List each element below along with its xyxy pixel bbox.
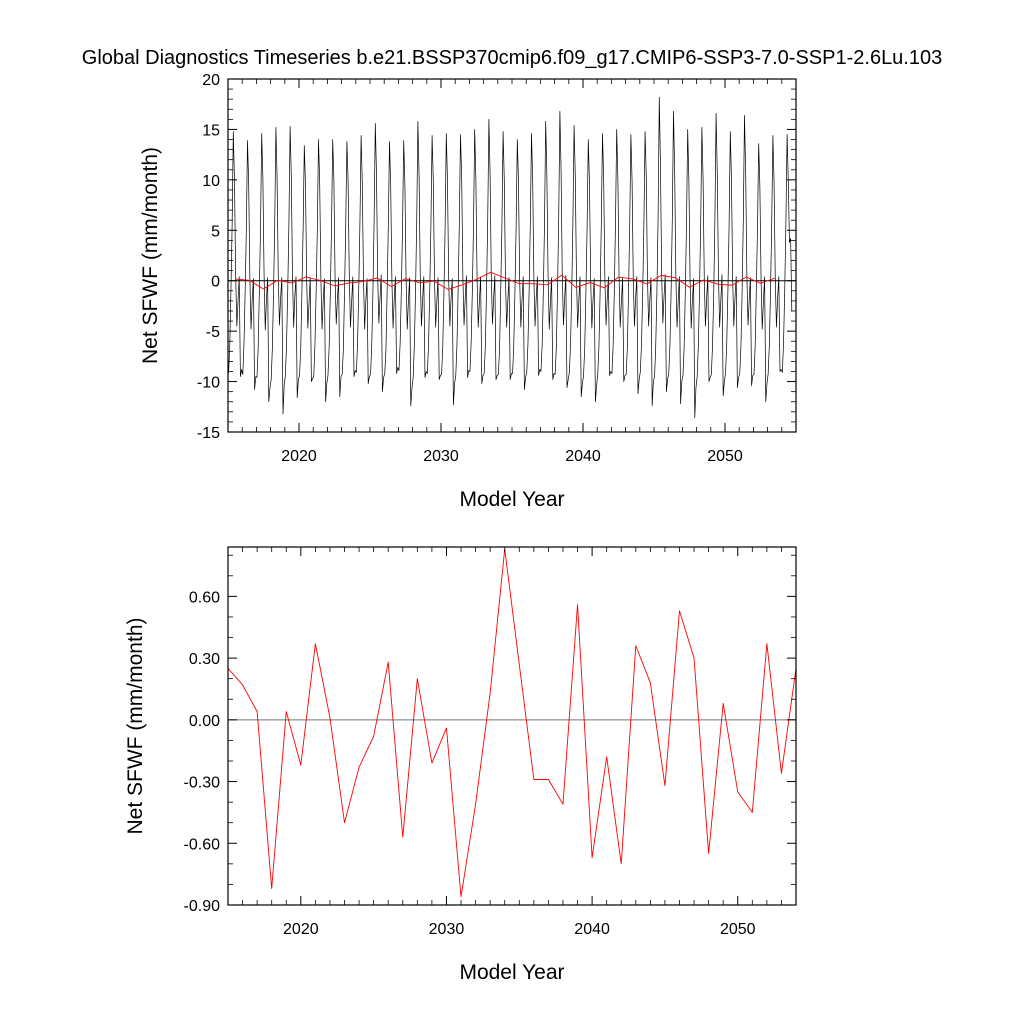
bottom-plot-frame — [228, 547, 796, 905]
top-x-tick-label: 2050 — [707, 448, 743, 465]
bottom-y-tick-label: 0.30 — [189, 651, 220, 668]
top-y-tick-label: 0 — [211, 274, 220, 291]
bottom-y-tick-label: -0.90 — [184, 898, 221, 915]
bottom-y-axis-title: Net SFWF (mm/month) — [124, 617, 147, 834]
top-y-tick-label: -15 — [197, 425, 220, 442]
top-x-tick-label: 2040 — [565, 448, 601, 465]
bottom-x-tick-label: 2030 — [429, 921, 465, 938]
top-y-axis-title: Net SFWF (mm/month) — [139, 147, 162, 364]
top-y-tick-label: -10 — [197, 375, 220, 392]
top-plot-frame — [228, 79, 796, 432]
top-y-tick-label: 10 — [202, 173, 220, 190]
bottom-y-tick-label: -0.30 — [184, 775, 221, 792]
bottom-y-tick-label: 0.60 — [189, 589, 220, 606]
top-y-tick-label: -5 — [206, 324, 220, 341]
top-x-axis-title: Model Year — [459, 488, 564, 511]
bottom-x-axis-title: Model Year — [459, 961, 564, 984]
bottom-x-tick-label: 2050 — [720, 921, 756, 938]
top-y-tick-label: 20 — [202, 72, 220, 89]
bottom-annual-series-line — [228, 549, 796, 897]
bottom-y-tick-label: 0.00 — [189, 713, 220, 730]
panel-bottom: -0.90 -0.60 -0.30 0.00 0.30 0.60 2020 2030 2040 2… — [124, 547, 796, 984]
bottom-x-tick-label: 2020 — [283, 921, 319, 938]
top-monthly-series-line — [229, 97, 792, 418]
bottom-y-tick-label: -0.60 — [184, 836, 221, 853]
top-x-tick-label: 2020 — [281, 448, 317, 465]
bottom-x-tick-label: 2040 — [574, 921, 610, 938]
top-y-tick-label: 5 — [211, 223, 220, 240]
chart-title: Global Diagnostics Timeseries b.e21.BSSP… — [82, 47, 942, 69]
top-x-tick-label: 2030 — [423, 448, 459, 465]
top-y-tick-label: 15 — [202, 122, 220, 139]
